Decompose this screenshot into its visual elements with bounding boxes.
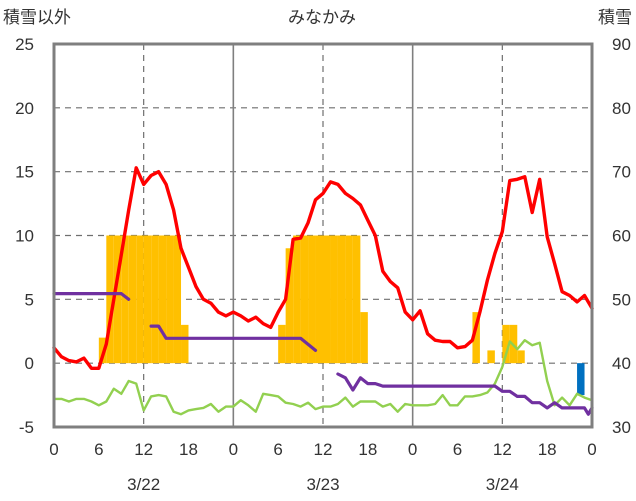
precip-bar [315, 235, 323, 364]
precip-bar [285, 248, 294, 364]
precip-bar [345, 235, 353, 364]
x-tick-label: 6 [273, 440, 282, 459]
precip-bar [517, 350, 525, 364]
precip-bar [106, 235, 114, 364]
precip-bar [300, 235, 309, 364]
x-tick-label: 18 [358, 440, 377, 459]
x-tick-label: 18 [179, 440, 198, 459]
precip-bar [113, 235, 122, 364]
chart-title: みなかみ [288, 8, 356, 28]
left-axis-label: 積雪以外 [3, 8, 71, 28]
x-tick-label: 12 [134, 440, 153, 459]
precip-bar [472, 312, 480, 364]
precip-bar [151, 235, 159, 364]
y-left-tick-label: -5 [19, 418, 34, 437]
x-tick-label: 0 [49, 440, 58, 459]
y-right-tick-label: 40 [612, 354, 631, 373]
precip-bar [121, 235, 129, 364]
y-left-tick-label: 10 [15, 227, 34, 246]
x-tick-label: 12 [314, 440, 333, 459]
precip-bar [166, 235, 174, 364]
precip-bar [278, 324, 286, 364]
y-left-tick-label: 5 [25, 290, 34, 309]
x-tick-label: 0 [587, 440, 596, 459]
temperature-line [52, 166, 594, 370]
y-right-tick-label: 60 [612, 227, 631, 246]
precip-bar [308, 235, 316, 364]
y-left-tick-label: 25 [15, 35, 34, 54]
y-left-tick-label: 15 [15, 163, 34, 182]
precip-bar [323, 235, 331, 364]
wind-line [52, 339, 594, 416]
x-tick-label: 0 [229, 440, 238, 459]
frame-layer [52, 42, 594, 429]
sunshine-bar [577, 363, 585, 396]
precip-bar [181, 324, 189, 364]
right-axis-label: 積雪 [598, 8, 632, 28]
bars-layer [98, 235, 585, 396]
y-right-tick-label: 80 [612, 99, 631, 118]
precip-bar [173, 235, 182, 364]
precip-bar [352, 235, 361, 364]
precip-bar [502, 324, 510, 364]
y-right-tick-label: 70 [612, 163, 631, 182]
x-tick-label: 6 [453, 440, 462, 459]
precip-bar [143, 235, 152, 364]
x-tick-label: 0 [408, 440, 417, 459]
x-day-label: 3/22 [127, 475, 160, 494]
snow_depth-line [336, 372, 594, 416]
precip-bar [330, 235, 338, 364]
precip-bar [128, 235, 137, 364]
plot-frame [52, 42, 594, 429]
y-right-tick-label: 90 [612, 35, 631, 54]
y-right-tick-label: 30 [612, 418, 631, 437]
precip-bar [487, 350, 495, 364]
precip-bar [158, 235, 167, 364]
precip-bar [293, 235, 301, 364]
precip-bar [337, 235, 346, 364]
snow_depth-line [52, 292, 131, 301]
lines-layer [52, 166, 594, 416]
x-tick-label: 18 [538, 440, 557, 459]
x-day-label: 3/24 [486, 475, 519, 494]
x-tick-label: 12 [493, 440, 512, 459]
x-tick-label: 6 [94, 440, 103, 459]
precip-bar [360, 312, 368, 364]
precip-bar [136, 235, 144, 364]
y-right-tick-label: 50 [612, 290, 631, 309]
y-left-tick-label: 0 [25, 354, 34, 373]
x-day-label: 3/23 [306, 475, 339, 494]
snow_depth-line [149, 324, 318, 352]
y-left-tick-label: 20 [15, 99, 34, 118]
